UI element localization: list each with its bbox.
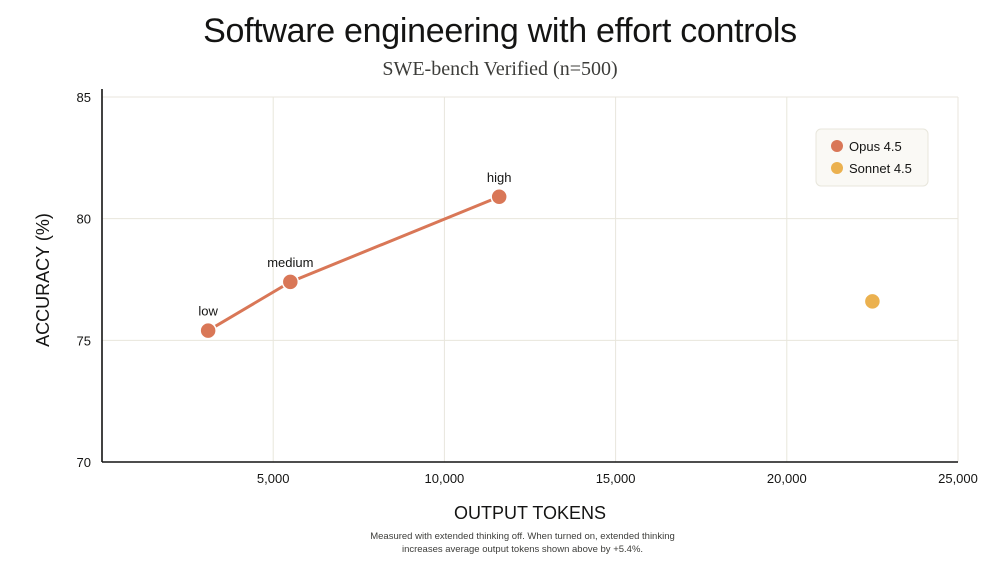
chart-subtitle: SWE-bench Verified (n=500)	[382, 58, 618, 80]
axes	[101, 89, 958, 463]
footnote: Measured with extended thinking off. Whe…	[300, 530, 745, 556]
data-point	[863, 292, 882, 311]
x-tick-label: 25,000	[938, 471, 978, 486]
data-point	[281, 273, 300, 291]
y-tick-label: 85	[77, 90, 91, 105]
legend-swatch	[831, 162, 843, 174]
legend-swatch	[831, 140, 843, 152]
y-tick-label: 80	[77, 212, 91, 227]
x-tick-label: 5,000	[257, 471, 290, 486]
data-point	[199, 321, 217, 340]
data-point-label: medium	[267, 255, 313, 270]
x-tick-label: 20,000	[767, 471, 807, 486]
data-point	[490, 188, 508, 206]
data-series: low medium high	[198, 170, 882, 340]
legend-label: Opus 4.5	[849, 139, 902, 154]
data-point-label: high	[487, 170, 512, 185]
footnote-line-1: Measured with extended thinking off. Whe…	[370, 531, 675, 542]
footnote-line-2: increases average output tokens shown ab…	[401, 544, 644, 555]
chart-title: Software engineering with effort control…	[203, 12, 797, 50]
legend-label: Sonnet 4.5	[849, 161, 912, 176]
y-tick-label: 70	[77, 455, 91, 470]
y-tick-label: 75	[77, 333, 91, 348]
data-point-label: low	[198, 304, 218, 319]
legend-box	[815, 128, 929, 187]
series-line	[207, 195, 500, 332]
legend: Opus 4.5 Sonnet 4.5	[815, 128, 929, 187]
grid-lines	[102, 96, 959, 462]
y-axis-title: ACCURACY (%)	[33, 213, 53, 347]
x-axis-title: OUTPUT TOKENS	[454, 503, 606, 523]
tick-labels: 5,000 10,000 15,000 20,000 25,000 70 75 80 85	[77, 90, 978, 486]
series-opus-4-5: low medium high	[198, 170, 512, 340]
series-sonnet-4-5	[863, 292, 882, 311]
x-tick-label: 15,000	[596, 471, 636, 486]
x-tick-label: 10,000	[425, 471, 465, 486]
